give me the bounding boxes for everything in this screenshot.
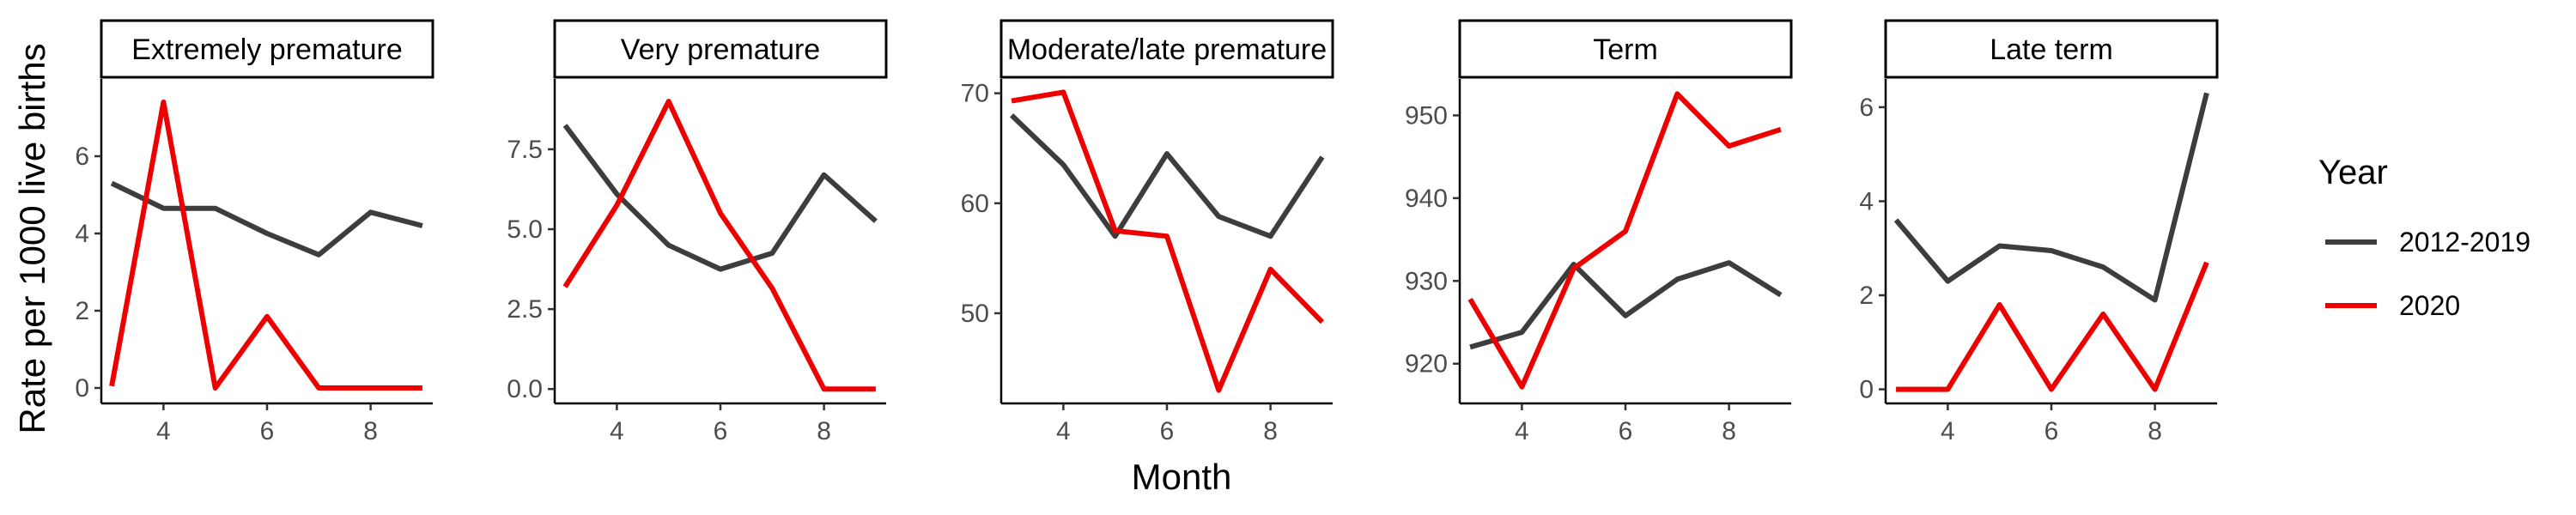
facet-title: Extremely premature <box>131 33 403 66</box>
legend-label: 2020 <box>2399 290 2460 321</box>
x-tick-label: 4 <box>1056 417 1071 445</box>
y-tick-label: 2 <box>75 297 89 325</box>
x-axis-title: Month <box>1132 457 1232 497</box>
y-tick-label: 940 <box>1405 185 1448 213</box>
series-line-2020 <box>562 99 876 392</box>
legend-title: Year <box>2318 154 2388 191</box>
y-tick-label: 930 <box>1405 267 1448 295</box>
x-tick-label: 4 <box>156 417 171 445</box>
y-axis-title: Rate per 1000 live births <box>12 43 52 433</box>
y-tick-label: 2.5 <box>507 295 543 324</box>
facet-strip <box>1458 19 1793 79</box>
series-line-2020 <box>1467 91 1782 390</box>
series-line-2012-2019 <box>110 180 423 258</box>
y-tick-label: 70 <box>961 80 989 108</box>
legend: Year 2012-2019 2020 <box>2318 154 2530 321</box>
x-tick-label: 6 <box>260 417 275 445</box>
facet-strip <box>1884 19 2219 79</box>
series-line-2012-2019 <box>1469 260 1783 350</box>
y-tick-label: 60 <box>961 190 989 218</box>
y-tick-label: 0 <box>1859 376 1874 404</box>
series-line-2012-2019 <box>1893 92 2209 303</box>
facet-strip <box>999 19 1334 79</box>
y-tick-label: 4 <box>1859 187 1874 215</box>
y-tick-label: 5.0 <box>507 215 543 244</box>
y-tick-label: 920 <box>1405 350 1448 379</box>
y-tick-label: 6 <box>75 142 89 171</box>
facet-panel: Very premature 0.0 2.5 5.0 7.5 4 6 8 <box>507 19 888 445</box>
series-line-2020 <box>109 100 422 391</box>
x-tick-label: 8 <box>1722 417 1736 445</box>
y-tick-label: 0.0 <box>507 375 543 403</box>
y-tick-label: 6 <box>1859 94 1874 122</box>
series-line-2012-2019 <box>562 124 878 272</box>
facet-title: Late term <box>1990 33 2113 66</box>
facet-title: Very premature <box>621 33 820 66</box>
x-tick-label: 8 <box>1263 417 1278 445</box>
facet-title: Moderate/late premature <box>1007 33 1327 66</box>
facet-title: Term <box>1593 33 1658 66</box>
facet-strip <box>553 19 888 79</box>
x-tick-label: 6 <box>714 417 728 445</box>
x-tick-label: 8 <box>363 417 378 445</box>
facet-panel: Term 920 930 940 950 4 6 8 <box>1405 19 1793 445</box>
facet-strip <box>100 19 434 79</box>
series-line-2020 <box>1011 89 1325 393</box>
facet-panel: Extremely premature 0 2 4 6 4 6 8 <box>75 19 434 445</box>
y-tick-label: 2 <box>1859 282 1874 310</box>
series-line-2020 <box>1896 261 2209 392</box>
y-tick-label: 0 <box>75 374 89 403</box>
series-line-2012-2019 <box>1010 113 1325 239</box>
x-tick-label: 4 <box>1941 417 1955 445</box>
y-tick-label: 50 <box>961 300 989 328</box>
facet-panel: Late term 0 2 4 6 4 6 8 <box>1859 19 2219 445</box>
x-tick-label: 4 <box>610 417 624 445</box>
x-tick-label: 6 <box>2044 417 2059 445</box>
y-tick-label: 950 <box>1405 101 1448 130</box>
y-tick-label: 4 <box>75 220 89 248</box>
y-tick-label: 7.5 <box>507 136 543 164</box>
facet-panel: Moderate/late premature 50 60 70 4 6 8 <box>961 19 1334 445</box>
x-tick-label: 4 <box>1515 417 1529 445</box>
x-tick-label: 8 <box>817 417 831 445</box>
x-tick-label: 6 <box>1160 417 1175 445</box>
legend-label: 2012-2019 <box>2399 227 2530 258</box>
x-tick-label: 6 <box>1619 417 1633 445</box>
x-tick-label: 8 <box>2148 417 2162 445</box>
